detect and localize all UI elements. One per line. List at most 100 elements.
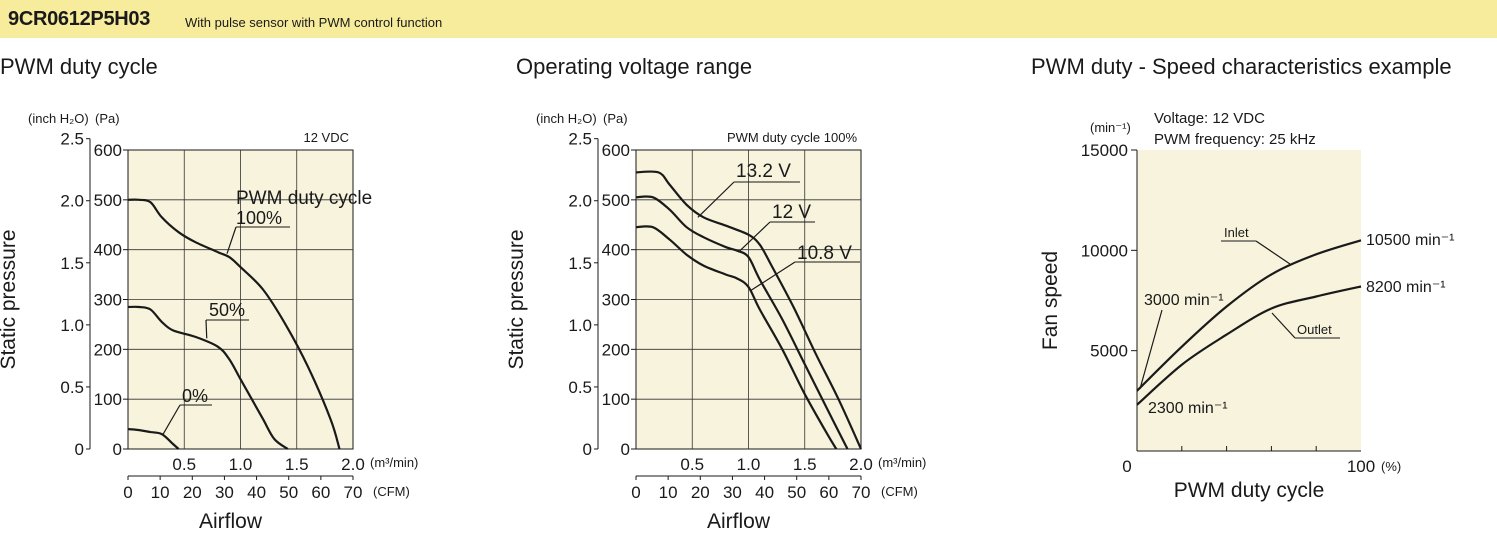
chart1-pointer-100 bbox=[226, 226, 237, 254]
chart3-annotation-2300: 2300 min⁻¹ bbox=[1148, 400, 1228, 417]
chart2-tick-label-inch: 0.5 bbox=[568, 378, 592, 397]
chart1-pointer-50 bbox=[205, 319, 208, 339]
chart3-plot-area bbox=[1137, 150, 1361, 451]
chart1-tick-label-cfm: 30 bbox=[215, 483, 234, 502]
chart3-label-outlet: Outlet bbox=[1297, 322, 1332, 337]
chart2-corner-note: PWM duty cycle 100% bbox=[727, 130, 857, 145]
chart3-series-outlet-line bbox=[1136, 285, 1362, 406]
chart3-y-unit: (min⁻¹) bbox=[1090, 120, 1131, 135]
chart1-title: PWM duty cycle bbox=[0, 54, 158, 79]
chart2-tick-label-m3: 1.0 bbox=[737, 455, 761, 474]
chart1-tick-label-cfm: 40 bbox=[247, 483, 266, 502]
chart2-tick-label-pa: 300 bbox=[602, 291, 630, 310]
chart2-tick-label-cfm: 0 bbox=[631, 483, 640, 502]
chart1-unit-cfm: (CFM) bbox=[373, 484, 410, 499]
chart2-tick-label-pa: 400 bbox=[602, 241, 630, 260]
chart1-tick-label-cfm: 10 bbox=[151, 483, 170, 502]
chart1-label-50: 50% bbox=[209, 300, 245, 320]
chart1-tick-label-inch: 2.5 bbox=[60, 130, 84, 149]
chart1-xlabel: Airflow bbox=[199, 510, 263, 533]
chart1-tick-label-pa: 300 bbox=[94, 291, 122, 310]
chart1-tick-label-pa: 600 bbox=[94, 141, 122, 160]
chart1-tick-label-m3: 0.5 bbox=[172, 455, 196, 474]
chart2-ylabel: Static pressure bbox=[505, 229, 528, 369]
chart1-label-100: 100% bbox=[236, 208, 282, 228]
chart1-series-50-line bbox=[127, 305, 289, 450]
chart2-series-132v-line bbox=[635, 170, 863, 450]
chart3-label-inlet: Inlet bbox=[1224, 225, 1249, 240]
chart1-unit-inch: (inch H₂O) bbox=[28, 111, 89, 126]
chart2-tick-label-cfm: 30 bbox=[723, 483, 742, 502]
chart2-tick-label-inch: 2.5 bbox=[568, 130, 592, 149]
chart3-ylabel: Fan speed bbox=[1039, 251, 1062, 350]
chart2-tick-label-m3: 1.5 bbox=[793, 455, 817, 474]
chart1-unit-pa: (Pa) bbox=[95, 111, 120, 126]
chart3-note-frequency: PWM frequency: 25 kHz bbox=[1154, 131, 1316, 148]
chart1-legend-title: PWM duty cycle bbox=[236, 188, 372, 209]
chart3-title: PWM duty - Speed characteristics example bbox=[1031, 54, 1452, 79]
chart2-series-108v-line bbox=[635, 225, 838, 450]
chart1-series-100-line bbox=[127, 198, 341, 450]
chart3-annotation-8200: 8200 min⁻¹ bbox=[1366, 279, 1446, 296]
chart2-tick-label-m3: 0.5 bbox=[680, 455, 704, 474]
chart1-tick-label-m3: 1.0 bbox=[229, 455, 253, 474]
chart2-tick-label-pa: 600 bbox=[602, 141, 630, 160]
chart2-label-12v: 12 V bbox=[772, 202, 811, 223]
chart1-tick-label-m3: 2.0 bbox=[341, 455, 365, 474]
chart3-pointer-inlet bbox=[1255, 240, 1291, 265]
chart1-tick-label-cfm: 60 bbox=[311, 483, 330, 502]
chart2-tick-label-cfm: 20 bbox=[691, 483, 710, 502]
chart3-tick-label-x: 100 bbox=[1347, 457, 1375, 476]
model-description: With pulse sensor with PWM control funct… bbox=[185, 15, 443, 30]
chart2-pointer-10v bbox=[750, 261, 796, 292]
chart3-tick-label-y: 10000 bbox=[1081, 241, 1128, 260]
chart2-tick-label-inch: 1.5 bbox=[568, 254, 592, 273]
chart3-annotation-3000: 3000 min⁻¹ bbox=[1144, 292, 1224, 309]
chart1-ylabel: Static pressure bbox=[0, 229, 20, 369]
chart1-tick-label-inch: 1.0 bbox=[60, 316, 84, 335]
header-banner: 9CR0612P5H03 With pulse sensor with PWM … bbox=[0, 0, 1497, 38]
chart2-tick-label-inch: 1.0 bbox=[568, 316, 592, 335]
chart1-tick-label-pa: 200 bbox=[94, 340, 122, 359]
chart1-tick-label-pa: 500 bbox=[94, 191, 122, 210]
chart3-tick-label-y: 15000 bbox=[1081, 141, 1128, 160]
chart3-tick-label-y: 5000 bbox=[1090, 342, 1128, 361]
chart1-tick-label-inch: 1.5 bbox=[60, 254, 84, 273]
chart2-tick-label-cfm: 60 bbox=[819, 483, 838, 502]
chart2-tick-label-pa: 0 bbox=[621, 440, 630, 459]
chart2-label-13v: 13.2 V bbox=[736, 161, 791, 182]
chart1-series-0-line bbox=[127, 428, 180, 450]
chart1-corner-note: 12 VDC bbox=[303, 130, 349, 145]
chart2-tick-label-pa: 500 bbox=[602, 191, 630, 210]
chart1-unit-m3: (m³/min) bbox=[370, 455, 418, 470]
chart1-tick-label-cfm: 0 bbox=[123, 483, 132, 502]
chart1-tick-label-pa: 0 bbox=[113, 440, 122, 459]
chart2-tick-label-inch: 0 bbox=[583, 440, 592, 459]
chart2-tick-label-m3: 2.0 bbox=[849, 455, 873, 474]
chart3-annotation-10500: 10500 min⁻¹ bbox=[1366, 232, 1455, 249]
chart1-tick-label-inch: 0 bbox=[75, 440, 84, 459]
chart3-pointer-3000 bbox=[1139, 309, 1163, 389]
chart1-tick-label-inch: 2.0 bbox=[60, 192, 84, 211]
chart2-tick-label-cfm: 70 bbox=[852, 483, 871, 502]
chart2-tick-label-cfm: 10 bbox=[659, 483, 678, 502]
chart2-series-12v-line bbox=[635, 195, 849, 450]
chart2-tick-label-pa: 200 bbox=[602, 340, 630, 359]
chart2-unit-pa: (Pa) bbox=[603, 111, 628, 126]
chart1-tick-label-cfm: 20 bbox=[183, 483, 202, 502]
chart2-title: Operating voltage range bbox=[516, 54, 753, 79]
chart3-pointer-outlet bbox=[1271, 312, 1296, 339]
chart3-x-unit: (%) bbox=[1381, 459, 1401, 474]
chart1-tick-label-pa: 100 bbox=[94, 390, 122, 409]
chart3-tick-label-x: 0 bbox=[1122, 457, 1131, 476]
chart2-pointer-12v bbox=[737, 221, 771, 253]
chart1-tick-label-cfm: 50 bbox=[279, 483, 298, 502]
chart1-tick-label-m3: 1.5 bbox=[285, 455, 309, 474]
chart3-series-inlet-line bbox=[1136, 239, 1362, 392]
chart1-tick-label-inch: 0.5 bbox=[60, 378, 84, 397]
chart3-xlabel: PWM duty cycle bbox=[1174, 479, 1325, 502]
chart1-label-0: 0% bbox=[182, 386, 208, 406]
chart2-label-10v: 10.8 V bbox=[797, 243, 852, 264]
chart2-unit-inch: (inch H₂O) bbox=[536, 111, 597, 126]
